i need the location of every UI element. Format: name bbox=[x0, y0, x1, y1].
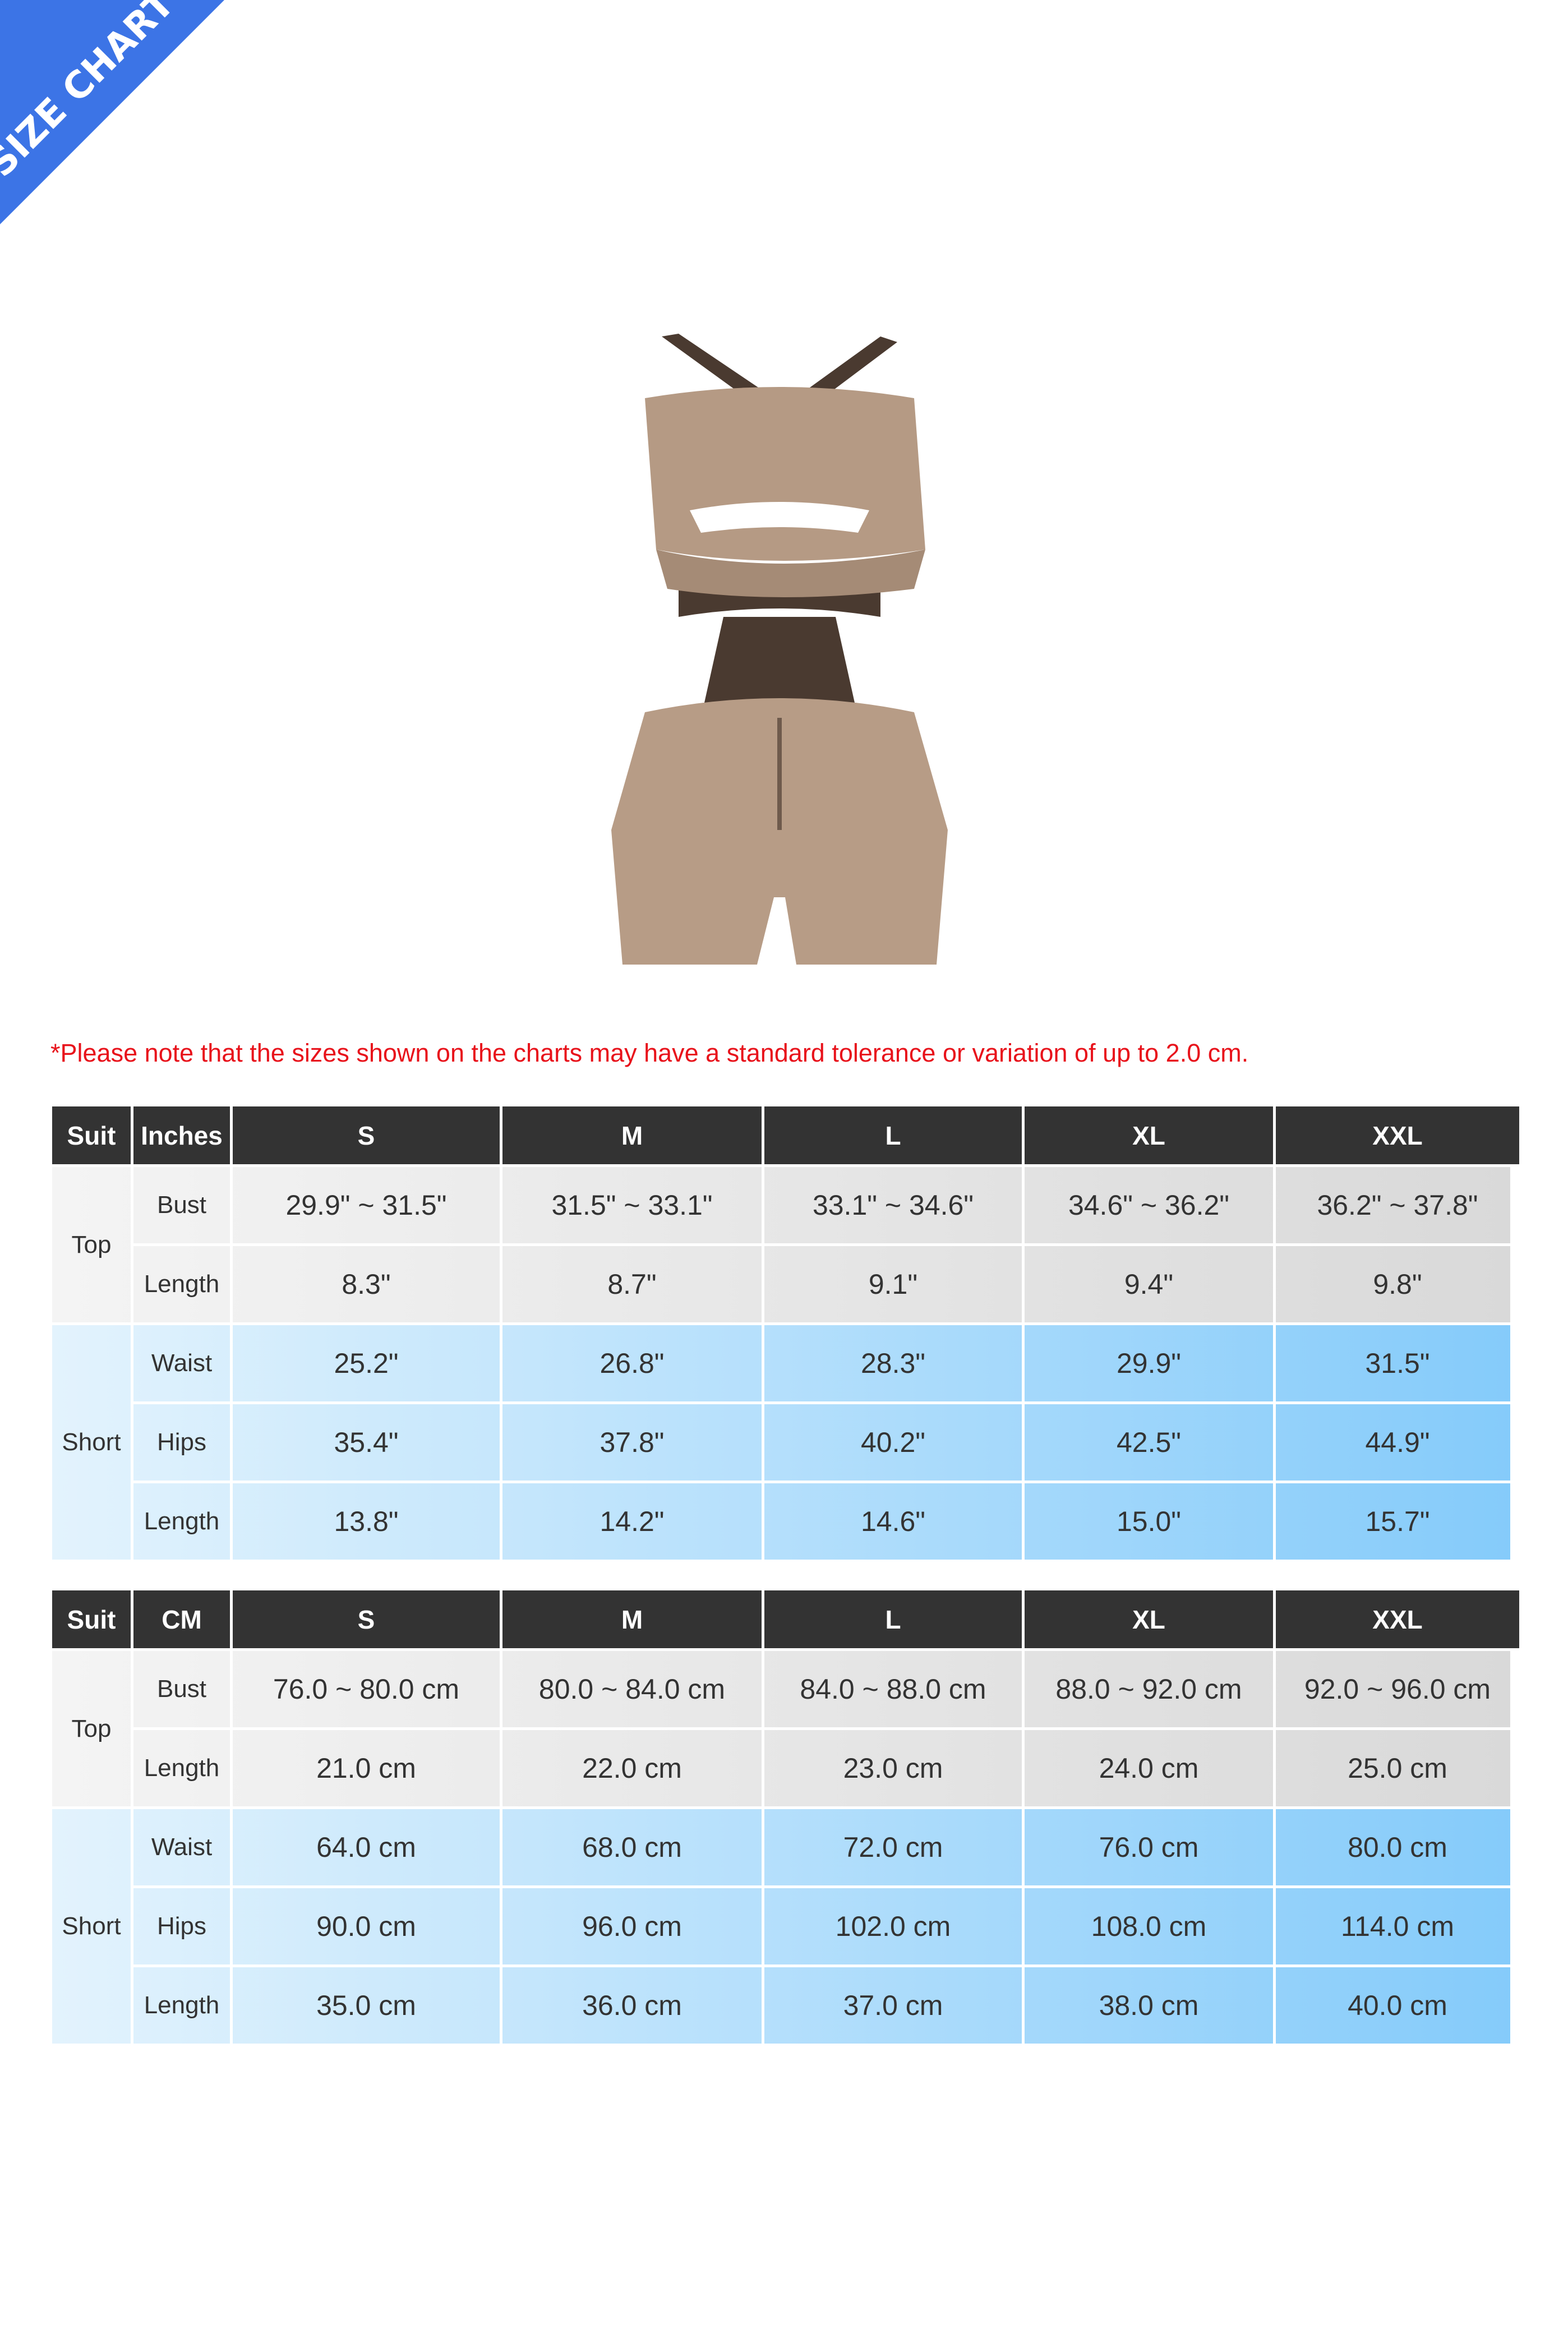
table-cell: 40.2" bbox=[764, 1404, 1022, 1481]
table-cell: 80.0 cm bbox=[1276, 1809, 1519, 1885]
table-cell: 8.3" bbox=[233, 1246, 500, 1322]
table-cell: 76.0 ~ 80.0 cm bbox=[233, 1651, 500, 1727]
table-cell: 9.4" bbox=[1025, 1246, 1273, 1322]
table-cell: 102.0 cm bbox=[764, 1888, 1022, 1964]
size-table-inches: Suit Inches S M L XL XXL Top Bust 29.9" ~ 31.5" 31… bbox=[52, 1106, 1519, 1560]
table-cell: 108.0 cm bbox=[1025, 1888, 1273, 1964]
table-cell: 29.9" bbox=[1025, 1325, 1273, 1401]
table-cell: 68.0 cm bbox=[502, 1809, 762, 1885]
header-size-l: L bbox=[764, 1590, 1022, 1648]
table-cell: 25.2" bbox=[233, 1325, 500, 1401]
measure-label: Bust bbox=[133, 1167, 230, 1243]
header-size-l: L bbox=[764, 1106, 1022, 1164]
table-cell: 28.3" bbox=[764, 1325, 1022, 1401]
table-cell: 64.0 cm bbox=[233, 1809, 500, 1885]
product-image bbox=[611, 334, 948, 965]
table-cell: 23.0 cm bbox=[764, 1730, 1022, 1806]
table-cell: 34.6" ~ 36.2" bbox=[1025, 1167, 1273, 1243]
table-cell: 96.0 cm bbox=[502, 1888, 762, 1964]
table-cell: 37.8" bbox=[502, 1404, 762, 1481]
table-cell: 35.4" bbox=[233, 1404, 500, 1481]
table-cell: 22.0 cm bbox=[502, 1730, 762, 1806]
table-cell: 72.0 cm bbox=[764, 1809, 1022, 1885]
header-unit: CM bbox=[133, 1590, 230, 1648]
table-cell: 8.7" bbox=[502, 1246, 762, 1322]
header-size-m: M bbox=[502, 1590, 762, 1648]
group-label-short: Short bbox=[52, 1809, 131, 2044]
header-size-m: M bbox=[502, 1106, 762, 1164]
measure-label: Hips bbox=[133, 1404, 230, 1481]
group-label-top: Top bbox=[52, 1167, 131, 1322]
table-cell: 84.0 ~ 88.0 cm bbox=[764, 1651, 1022, 1727]
table-cell: 38.0 cm bbox=[1025, 1967, 1273, 2044]
table-cell: 33.1" ~ 34.6" bbox=[764, 1167, 1022, 1243]
table-cell: 13.8" bbox=[233, 1483, 500, 1560]
tolerance-note: *Please note that the sizes shown on the… bbox=[50, 1039, 1249, 1067]
table-cell: 44.9" bbox=[1276, 1404, 1519, 1481]
table-cell: 21.0 cm bbox=[233, 1730, 500, 1806]
table-cell: 9.1" bbox=[764, 1246, 1022, 1322]
table-cell: 25.0 cm bbox=[1276, 1730, 1519, 1806]
table-cell: 36.0 cm bbox=[502, 1967, 762, 2044]
measure-label: Length bbox=[133, 1730, 230, 1806]
measure-label: Length bbox=[133, 1483, 230, 1560]
header-size-xxl: XXL bbox=[1276, 1106, 1519, 1164]
measure-label: Waist bbox=[133, 1809, 230, 1885]
table-cell: 15.7" bbox=[1276, 1483, 1519, 1560]
table-cell: 14.2" bbox=[502, 1483, 762, 1560]
table-cell: 40.0 cm bbox=[1276, 1967, 1519, 2044]
table-cell: 90.0 cm bbox=[233, 1888, 500, 1964]
header-unit: Inches bbox=[133, 1106, 230, 1164]
table-cell: 31.5" ~ 33.1" bbox=[502, 1167, 762, 1243]
table-cell: 114.0 cm bbox=[1276, 1888, 1519, 1964]
table-cell: 35.0 cm bbox=[233, 1967, 500, 2044]
size-table-cm: Suit CM S M L XL XXL Top Bust 76.0 ~ 80.0 cm 80.0 … bbox=[52, 1590, 1519, 2044]
size-chart-banner: SIZE CHART bbox=[0, 0, 224, 224]
table-cell: 31.5" bbox=[1276, 1325, 1519, 1401]
header-suit: Suit bbox=[52, 1590, 131, 1648]
table-cell: 14.6" bbox=[764, 1483, 1022, 1560]
measure-label: Length bbox=[133, 1967, 230, 2044]
table-cell: 29.9" ~ 31.5" bbox=[233, 1167, 500, 1243]
table-cell: 42.5" bbox=[1025, 1404, 1273, 1481]
group-label-top: Top bbox=[52, 1651, 131, 1806]
measure-label: Length bbox=[133, 1246, 230, 1322]
group-label-short: Short bbox=[52, 1325, 131, 1560]
header-size-xxl: XXL bbox=[1276, 1590, 1519, 1648]
table-cell: 92.0 ~ 96.0 cm bbox=[1276, 1651, 1519, 1727]
measure-label: Waist bbox=[133, 1325, 230, 1401]
table-cell: 36.2" ~ 37.8" bbox=[1276, 1167, 1519, 1243]
header-size-xl: XL bbox=[1025, 1106, 1273, 1164]
table-cell: 80.0 ~ 84.0 cm bbox=[502, 1651, 762, 1727]
table-cell: 24.0 cm bbox=[1025, 1730, 1273, 1806]
table-cell: 9.8" bbox=[1276, 1246, 1519, 1322]
measure-label: Bust bbox=[133, 1651, 230, 1727]
table-cell: 15.0" bbox=[1025, 1483, 1273, 1560]
header-size-xl: XL bbox=[1025, 1590, 1273, 1648]
header-size-s: S bbox=[233, 1590, 500, 1648]
table-cell: 76.0 cm bbox=[1025, 1809, 1273, 1885]
header-size-s: S bbox=[233, 1106, 500, 1164]
table-cell: 88.0 ~ 92.0 cm bbox=[1025, 1651, 1273, 1727]
measure-label: Hips bbox=[133, 1888, 230, 1964]
table-cell: 26.8" bbox=[502, 1325, 762, 1401]
header-suit: Suit bbox=[52, 1106, 131, 1164]
table-cell: 37.0 cm bbox=[764, 1967, 1022, 2044]
